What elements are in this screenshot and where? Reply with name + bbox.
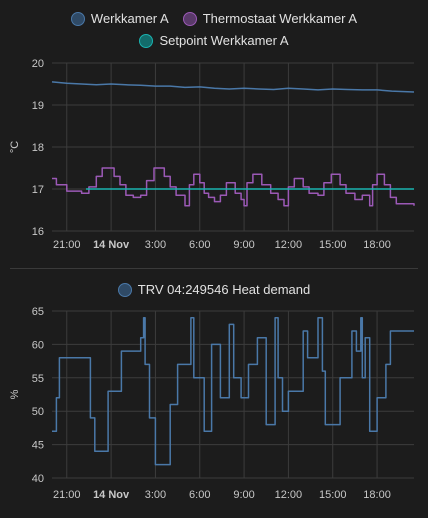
legend-swatch-icon (139, 34, 154, 48)
series-line-thermostaat-werkkamer-a[interactable] (52, 167, 415, 207)
y-tick-label: 16 (32, 226, 44, 238)
y-axis-label: % (9, 389, 21, 399)
legend-item-thermostaat[interactable]: Thermostaat Werkkamer A (182, 10, 358, 28)
y-tick-label: 19 (32, 100, 44, 112)
y-tick-label: 45 (32, 440, 44, 452)
x-tick-label: 3:00 (145, 239, 166, 251)
x-tick-label: 12:00 (275, 239, 303, 251)
legend-swatch-icon (117, 283, 132, 297)
x-tick-label: 14 Nov (93, 489, 130, 501)
legend-item-setpoint[interactable]: Setpoint Werkkamer A (139, 32, 289, 50)
legend-label: Setpoint Werkkamer A (159, 33, 289, 48)
heat-demand-chart-card: TRV 04:249546 Heat demand 40 45 50 55 60 65 21… (0, 273, 428, 518)
x-tick-label: 9:00 (233, 489, 254, 501)
heat-demand-legend: TRV 04:249546 Heat demand (0, 281, 428, 299)
legend-item-trv[interactable]: TRV 04:249546 Heat demand (117, 281, 311, 299)
y-tick-label: 17 (32, 184, 44, 196)
y-axis-label: °C (9, 141, 21, 153)
x-tick-label: 12:00 (275, 489, 303, 501)
x-tick-label: 18:00 (363, 489, 391, 501)
legend-label: TRV 04:249546 Heat demand (137, 282, 311, 297)
temperature-chart-card: Werkkamer A Thermostaat Werkkamer A Setp… (0, 10, 428, 251)
y-tick-label: 55 (32, 373, 44, 385)
legend-item-werkkamer[interactable]: Werkkamer A (70, 10, 169, 28)
series-line-werkkamer-a[interactable] (51, 81, 415, 93)
y-tick-label: 20 (32, 58, 44, 70)
x-tick-label: 21:00 (53, 489, 81, 501)
x-tick-label: 3:00 (145, 489, 166, 501)
y-tick-label: 65 (32, 306, 44, 318)
legend-swatch-icon (70, 12, 85, 26)
legend-swatch-icon (182, 12, 197, 26)
x-tick-label: 15:00 (319, 239, 347, 251)
series-line-trv-04-249546-heat-demand[interactable] (52, 316, 414, 466)
x-tick-label: 15:00 (319, 489, 347, 501)
heat-demand-plot: 40 45 50 55 60 65 21:00 14 Nov 3:00 6:00 9:00 12:00… (9, 306, 414, 501)
legend-label: Werkkamer A (90, 11, 169, 26)
x-tick-label: 6:00 (189, 489, 210, 501)
temperature-plot: 16 17 18 19 20 21:00 14 Nov 3:00 6:00 9:00 12:00 15… (9, 58, 415, 251)
x-tick-label: 6:00 (189, 239, 210, 251)
x-tick-label: 18:00 (363, 239, 391, 251)
temperature-legend: Werkkamer A Thermostaat Werkkamer A Setp… (0, 10, 428, 50)
legend-label: Thermostaat Werkkamer A (202, 11, 358, 26)
x-tick-label: 21:00 (53, 239, 81, 251)
x-tick-label: 14 Nov (93, 239, 130, 251)
y-tick-label: 50 (32, 406, 44, 418)
x-tick-label: 9:00 (233, 239, 254, 251)
y-tick-label: 18 (32, 142, 44, 154)
y-tick-label: 60 (32, 339, 44, 351)
divider (10, 268, 418, 269)
y-tick-label: 40 (32, 473, 44, 485)
